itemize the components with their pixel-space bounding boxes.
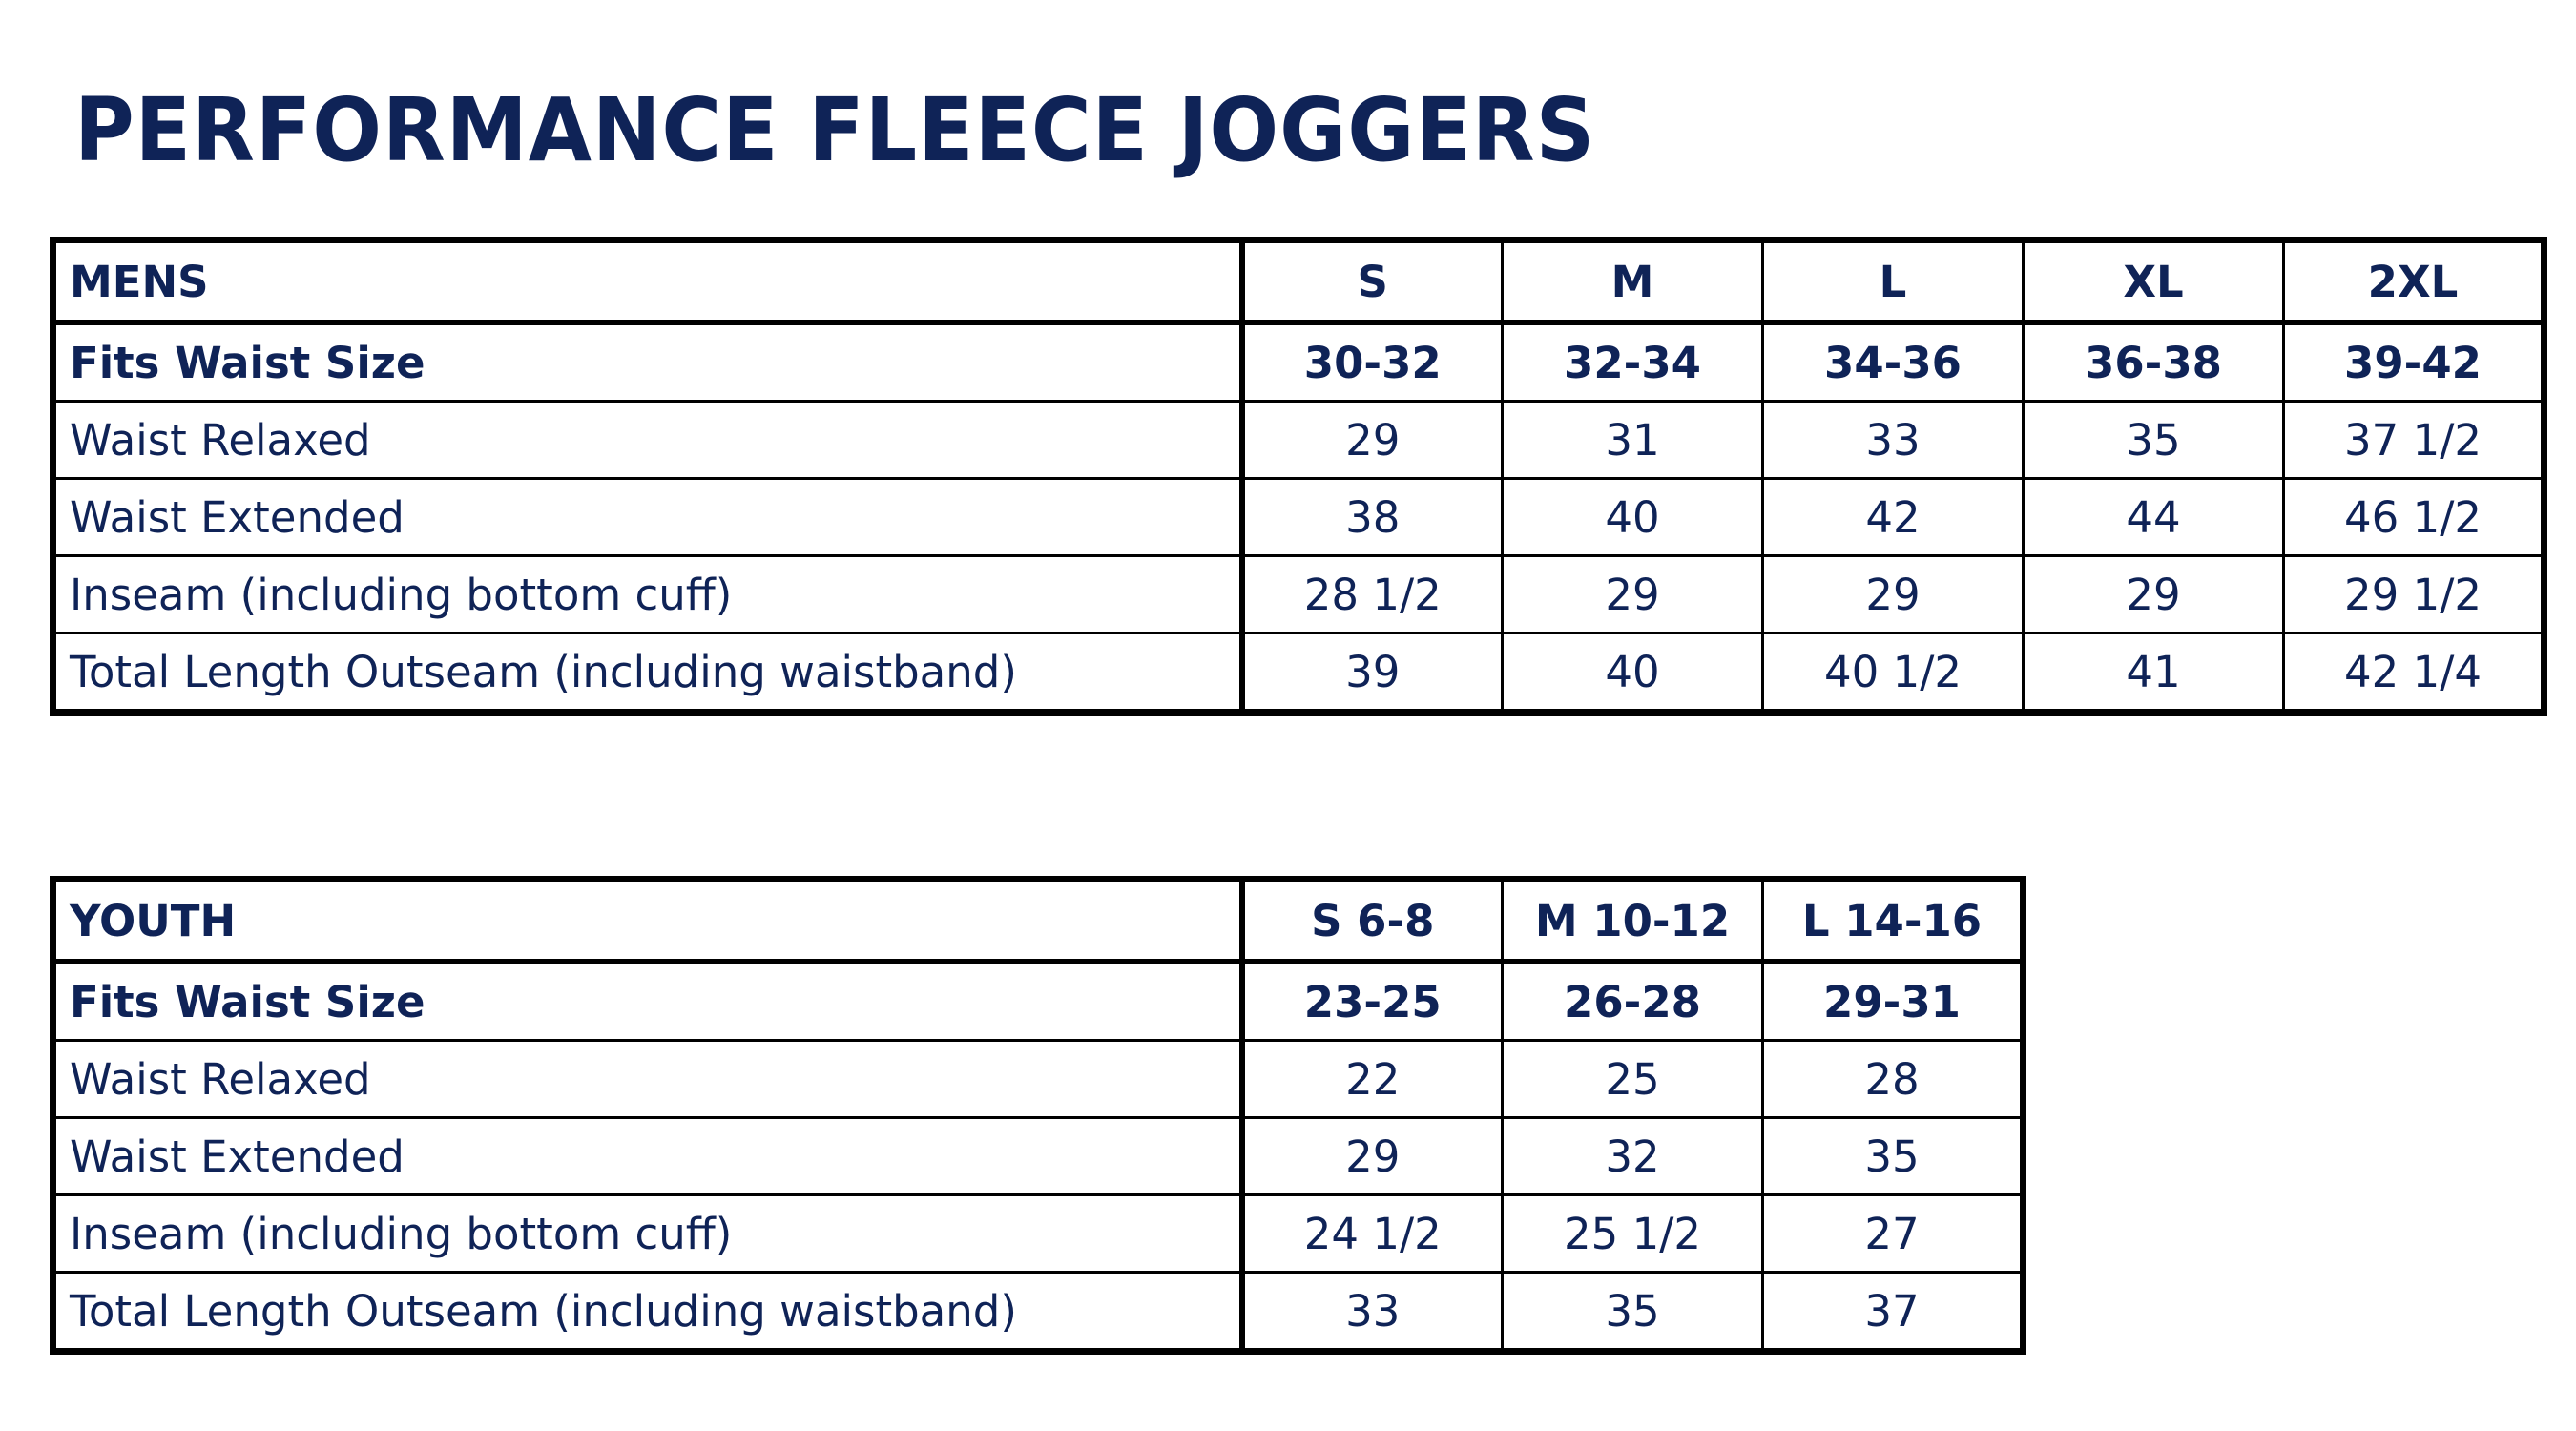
- mens-table-row: Waist Relaxed 29 31 33 35 37 1/2: [52, 400, 2545, 480]
- mens-table-row: Total Length Outseam (including waistban…: [52, 632, 2545, 714]
- row-label: Waist Extended: [52, 1116, 1245, 1196]
- measurement-cell: 23-25: [1240, 960, 1504, 1042]
- measurement-cell: 31: [1501, 400, 1764, 480]
- measurement-cell: 26-28: [1501, 960, 1764, 1042]
- mens-table-row: Inseam (including bottom cuff) 28 1/2 29…: [52, 554, 2545, 634]
- youth-size-table: YOUTH S 6-8 M 10-12 L 14-16 Fits Waist S…: [50, 876, 2026, 1355]
- measurement-cell: 41: [2022, 632, 2285, 714]
- measurement-cell: 39-42: [2282, 321, 2545, 403]
- measurement-cell: 40: [1501, 477, 1764, 557]
- youth-size-header: M 10-12: [1501, 878, 1764, 964]
- row-label: Waist Relaxed: [52, 400, 1245, 480]
- measurement-cell: 34-36: [1761, 321, 2025, 403]
- youth-size-header: S 6-8: [1240, 878, 1504, 964]
- measurement-cell: 24 1/2: [1240, 1193, 1504, 1274]
- youth-table-row: Waist Extended 29 32 35: [52, 1116, 2025, 1196]
- measurement-cell: 37 1/2: [2282, 400, 2545, 480]
- row-label: Total Length Outseam (including waistban…: [52, 632, 1245, 714]
- measurement-cell: 29-31: [1761, 960, 2025, 1042]
- measurement-cell: 42: [1761, 477, 2025, 557]
- row-label: Fits Waist Size: [52, 321, 1245, 403]
- measurement-cell: 46 1/2: [2282, 477, 2545, 557]
- mens-table-row: Waist Extended 38 40 42 44 46 1/2: [52, 477, 2545, 557]
- youth-table-row: Total Length Outseam (including waistban…: [52, 1271, 2025, 1353]
- mens-size-table: MENS S M L XL 2XL Fits Waist Size 30-32 …: [50, 237, 2547, 716]
- measurement-cell: 35: [1761, 1116, 2025, 1196]
- measurement-cell: 32: [1501, 1116, 1764, 1196]
- youth-table-row: Inseam (including bottom cuff) 24 1/2 25…: [52, 1193, 2025, 1274]
- mens-size-header: M: [1501, 238, 1764, 325]
- measurement-cell: 29: [2022, 554, 2285, 634]
- measurement-cell: 30-32: [1240, 321, 1504, 403]
- measurement-cell: 35: [1501, 1271, 1764, 1353]
- mens-size-header: 2XL: [2282, 238, 2545, 325]
- measurement-cell: 25: [1501, 1039, 1764, 1119]
- row-label: Inseam (including bottom cuff): [52, 554, 1245, 634]
- youth-table-row: Fits Waist Size 23-25 26-28 29-31: [52, 960, 2025, 1042]
- youth-header-label: YOUTH: [52, 878, 1245, 964]
- mens-header-row: MENS S M L XL 2XL: [52, 238, 2545, 325]
- youth-table-row: Waist Relaxed 22 25 28: [52, 1039, 2025, 1119]
- mens-size-header: XL: [2022, 238, 2285, 325]
- mens-size-header: S: [1240, 238, 1504, 325]
- measurement-cell: 40 1/2: [1761, 632, 2025, 714]
- youth-size-header: L 14-16: [1761, 878, 2025, 964]
- measurement-cell: 35: [2022, 400, 2285, 480]
- row-label: Fits Waist Size: [52, 960, 1245, 1042]
- measurement-cell: 44: [2022, 477, 2285, 557]
- measurement-cell: 29: [1501, 554, 1764, 634]
- measurement-cell: 28 1/2: [1240, 554, 1504, 634]
- measurement-cell: 25 1/2: [1501, 1193, 1764, 1274]
- measurement-cell: 29: [1240, 400, 1504, 480]
- mens-size-header: L: [1761, 238, 2025, 325]
- measurement-cell: 39: [1240, 632, 1504, 714]
- measurement-cell: 22: [1240, 1039, 1504, 1119]
- measurement-cell: 40: [1501, 632, 1764, 714]
- measurement-cell: 29 1/2: [2282, 554, 2545, 634]
- measurement-cell: 27: [1761, 1193, 2025, 1274]
- measurement-cell: 33: [1761, 400, 2025, 480]
- page-title: PERFORMANCE FLEECE JOGGERS: [74, 79, 1596, 181]
- measurement-cell: 33: [1240, 1271, 1504, 1353]
- measurement-cell: 36-38: [2022, 321, 2285, 403]
- measurement-cell: 32-34: [1501, 321, 1764, 403]
- youth-header-row: YOUTH S 6-8 M 10-12 L 14-16: [52, 878, 2025, 964]
- mens-table-row: Fits Waist Size 30-32 32-34 34-36 36-38 …: [52, 321, 2545, 403]
- measurement-cell: 42 1/4: [2282, 632, 2545, 714]
- measurement-cell: 29: [1761, 554, 2025, 634]
- row-label: Total Length Outseam (including waistban…: [52, 1271, 1245, 1353]
- measurement-cell: 38: [1240, 477, 1504, 557]
- measurement-cell: 28: [1761, 1039, 2025, 1119]
- row-label: Waist Relaxed: [52, 1039, 1245, 1119]
- row-label: Waist Extended: [52, 477, 1245, 557]
- mens-header-label: MENS: [52, 238, 1245, 325]
- measurement-cell: 29: [1240, 1116, 1504, 1196]
- row-label: Inseam (including bottom cuff): [52, 1193, 1245, 1274]
- measurement-cell: 37: [1761, 1271, 2025, 1353]
